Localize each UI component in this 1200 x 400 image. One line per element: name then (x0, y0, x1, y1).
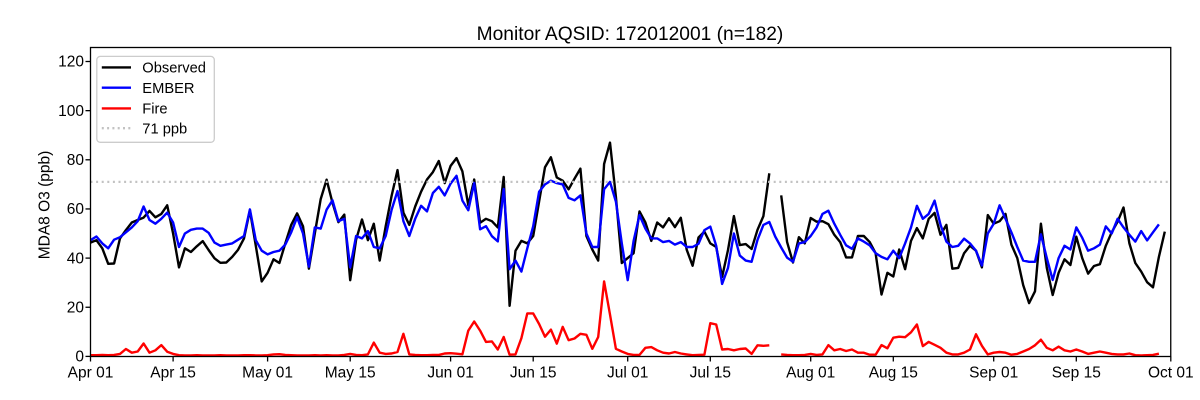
svg-text:Jul 01: Jul 01 (607, 365, 648, 382)
svg-text:Jun 15: Jun 15 (510, 365, 557, 382)
svg-text:60: 60 (67, 201, 85, 218)
svg-text:40: 40 (67, 250, 85, 267)
svg-text:Jul 15: Jul 15 (690, 365, 731, 382)
svg-text:Observed: Observed (142, 61, 206, 77)
svg-text:Monitor AQSID: 172012001 (n=18: Monitor AQSID: 172012001 (n=182) (477, 24, 784, 45)
svg-text:May 01: May 01 (242, 365, 293, 382)
svg-text:Sep 15: Sep 15 (1052, 365, 1101, 382)
svg-text:Jun 01: Jun 01 (427, 365, 474, 382)
svg-text:20: 20 (67, 299, 85, 316)
svg-text:120: 120 (58, 54, 84, 71)
svg-text:Aug 01: Aug 01 (786, 365, 835, 382)
svg-text:May 15: May 15 (325, 365, 376, 382)
svg-text:Oct 01: Oct 01 (1148, 365, 1194, 382)
svg-text:MDA8 O3 (ppb): MDA8 O3 (ppb) (37, 151, 54, 260)
svg-text:Fire: Fire (142, 102, 167, 118)
svg-text:EMBER: EMBER (142, 81, 194, 97)
svg-text:100: 100 (58, 103, 84, 120)
svg-text:71 ppb: 71 ppb (142, 121, 187, 137)
svg-text:0: 0 (75, 349, 84, 366)
svg-text:Sep 01: Sep 01 (969, 365, 1018, 382)
svg-text:80: 80 (67, 152, 85, 169)
svg-text:Apr 01: Apr 01 (68, 365, 114, 382)
svg-text:Apr 15: Apr 15 (150, 365, 196, 382)
svg-text:Aug 15: Aug 15 (869, 365, 918, 382)
